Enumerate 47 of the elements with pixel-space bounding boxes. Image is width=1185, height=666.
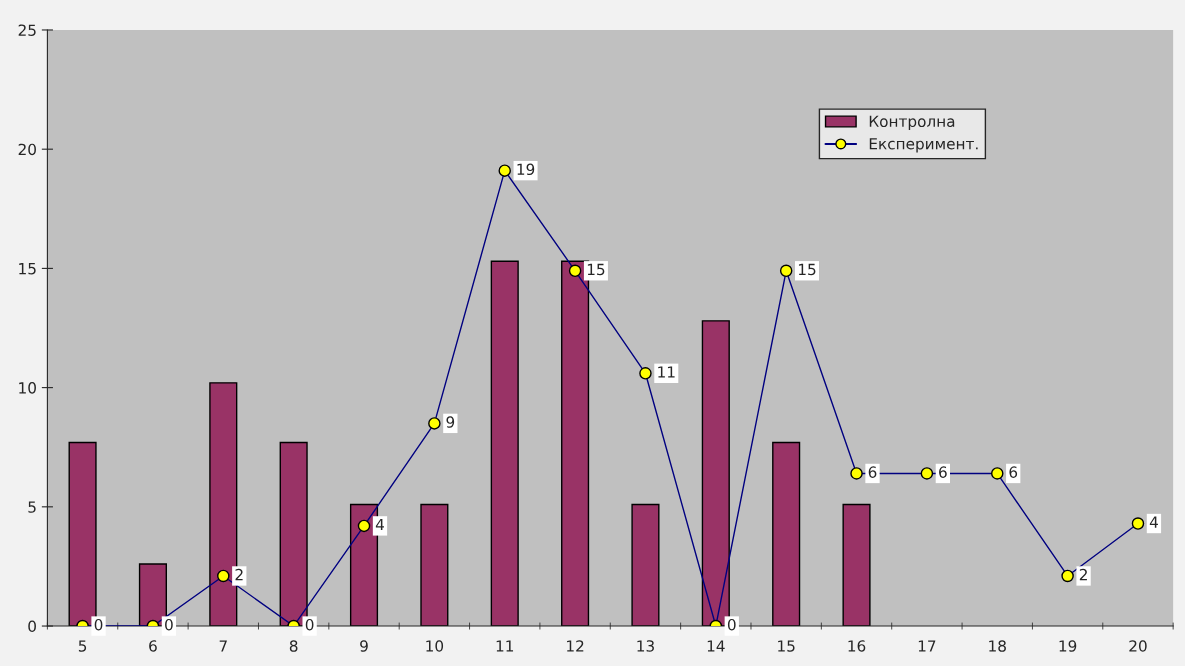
x-tick-label: 20 <box>1129 640 1147 652</box>
data-label: 4 <box>1149 516 1158 528</box>
y-tick-label: 15 <box>19 263 36 275</box>
legend-label: Контролна <box>869 115 955 131</box>
data-label: 6 <box>868 466 877 478</box>
data-label: 0 <box>305 618 314 631</box>
data-label: 15 <box>587 263 605 276</box>
legend-label: Експеримент. <box>869 138 978 153</box>
y-tick-label: 25 <box>18 24 36 36</box>
x-tick-label: 15 <box>778 640 795 652</box>
x-tick-label: 9 <box>360 640 368 652</box>
data-label: 6 <box>939 466 947 478</box>
x-tick-label: 18 <box>989 640 1006 652</box>
bar <box>772 441 801 627</box>
data-label: 0 <box>727 618 736 631</box>
data-label: 9 <box>446 416 455 428</box>
bar <box>842 503 871 627</box>
data-label: 0 <box>94 618 103 631</box>
y-tick-label: 0 <box>28 620 36 633</box>
x-tick-label: 6 <box>149 640 157 652</box>
data-label: 2 <box>1079 568 1087 581</box>
bar <box>490 260 519 627</box>
x-tick-label: 19 <box>1059 640 1077 652</box>
x-tick-label: 11 <box>496 640 514 652</box>
x-tick-label: 16 <box>848 640 866 652</box>
bar <box>561 260 590 627</box>
x-tick-label: 13 <box>637 640 654 652</box>
x-tick-label: 8 <box>289 640 298 652</box>
bar <box>701 320 730 627</box>
bar <box>420 503 449 627</box>
data-label: 2 <box>235 568 243 581</box>
x-tick-label: 5 <box>78 640 87 652</box>
data-label: 6 <box>1009 466 1018 478</box>
data-label: 11 <box>658 366 675 378</box>
data-label: 19 <box>517 163 535 176</box>
y-tick-label: 10 <box>19 382 36 394</box>
x-tick-label: 10 <box>426 640 444 652</box>
x-tick-label: 7 <box>219 640 227 652</box>
x-tick-label: 14 <box>707 640 725 652</box>
data-label: 0 <box>165 618 173 631</box>
bar <box>631 503 660 627</box>
data-label: 15 <box>798 263 816 276</box>
y-tick-label: 5 <box>28 501 36 513</box>
x-tick-label: 17 <box>918 640 936 652</box>
x-tick-label: 12 <box>567 640 584 652</box>
y-tick-label: 20 <box>18 143 36 156</box>
data-label: 4 <box>375 518 384 531</box>
